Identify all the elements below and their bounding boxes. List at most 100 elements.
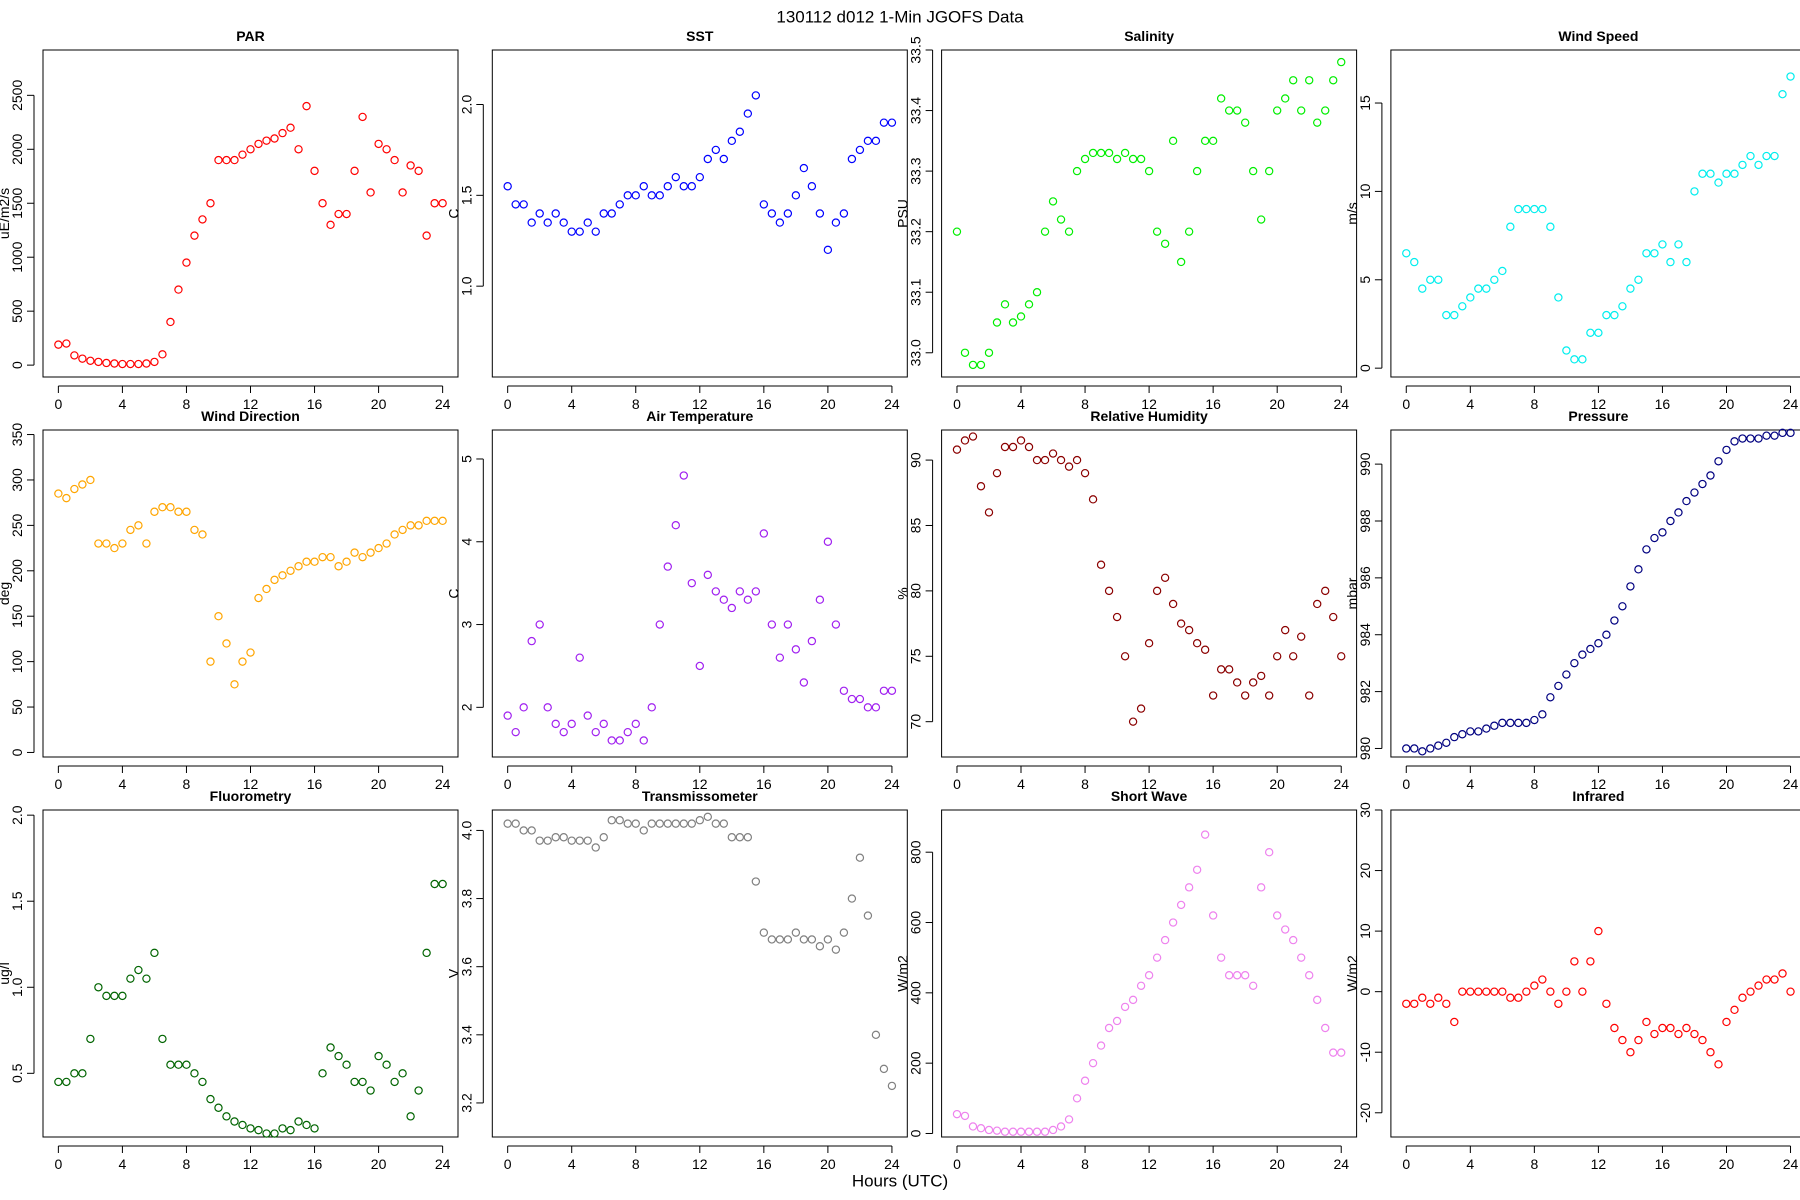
data-point [1738, 160, 1747, 170]
data-point [1698, 479, 1707, 489]
data-point [1690, 488, 1699, 497]
data-point [607, 816, 616, 825]
data-point [118, 539, 127, 548]
data-point [727, 833, 737, 842]
y-tick-label: 33.2 [908, 218, 924, 245]
data-point [1578, 987, 1587, 996]
y-tick-label: 982 [1357, 680, 1373, 704]
data-point [1650, 249, 1659, 258]
data-point [190, 231, 199, 240]
y-tick-label: 1.5 [9, 891, 25, 911]
x-tick-label: 12 [243, 396, 259, 412]
data-point [1104, 586, 1114, 596]
data-point [831, 620, 841, 629]
data-point [86, 475, 95, 485]
data-point [1280, 925, 1290, 934]
data-point [1538, 204, 1547, 214]
y-tick-label: 3.8 [458, 889, 474, 909]
data-point [767, 935, 777, 944]
x-tick-label: 20 [1269, 776, 1285, 792]
y-tick-label: 200 [9, 559, 25, 583]
data-point [1602, 630, 1611, 639]
data-point [54, 489, 63, 498]
data-point [527, 218, 536, 227]
data-point [1160, 935, 1170, 945]
data-point [575, 227, 584, 236]
data-point [246, 648, 255, 657]
data-point [1313, 599, 1322, 609]
data-point [1321, 586, 1330, 596]
data-point [879, 118, 889, 127]
data-point [1008, 1127, 1018, 1136]
data-point [976, 482, 986, 491]
data-point [1080, 468, 1090, 478]
data-point [591, 727, 600, 737]
data-point [767, 209, 777, 218]
data-point [1442, 738, 1451, 747]
data-point [1136, 981, 1146, 991]
data-point [126, 359, 135, 369]
data-point [110, 359, 119, 368]
data-point [839, 209, 849, 218]
data-point [62, 493, 71, 503]
data-point [1064, 227, 1074, 236]
y-tick-label: 20 [1357, 863, 1373, 879]
data-point [863, 911, 873, 920]
y-tick-label: 1500 [9, 187, 25, 218]
data-point [1313, 995, 1322, 1005]
x-tick-label: 8 [1530, 396, 1538, 412]
x-tick-label: 24 [884, 776, 900, 792]
data-point [735, 587, 745, 596]
data-point [863, 136, 873, 146]
panel-title: Infrared [1572, 788, 1624, 804]
data-point [62, 1077, 71, 1087]
x-tick-label: 24 [1333, 776, 1349, 792]
data-point [1786, 987, 1795, 996]
data-point [639, 182, 648, 191]
data-point [799, 935, 809, 944]
x-tick-label: 8 [1530, 776, 1538, 792]
data-point [1024, 442, 1034, 452]
x-tick-label: 4 [119, 1156, 127, 1172]
x-tick-label: 4 [119, 776, 127, 792]
x-tick-label: 8 [632, 1156, 640, 1172]
data-point [1666, 1023, 1675, 1033]
data-point [1208, 691, 1218, 700]
data-point [374, 139, 383, 149]
y-tick-label: 400 [908, 981, 924, 1005]
data-point [727, 136, 737, 146]
panel-title: Short Wave [1111, 788, 1188, 804]
data-point [1458, 730, 1467, 739]
data-point [1714, 457, 1723, 466]
data-point [1104, 148, 1114, 158]
data-point [1682, 1023, 1691, 1033]
y-tick-label: 33.5 [908, 36, 924, 63]
data-point [158, 503, 167, 512]
y-axis-label: deg [0, 582, 12, 605]
data-point [1458, 987, 1467, 996]
panel-title: Air Temperature [646, 408, 753, 424]
data-point [968, 1122, 978, 1131]
x-tick-label: 16 [1205, 776, 1221, 792]
data-point [984, 348, 994, 357]
data-point [302, 557, 311, 566]
x-tick-label: 20 [1269, 396, 1285, 412]
data-point [334, 1051, 343, 1061]
data-point [1288, 935, 1298, 945]
data-point [719, 819, 729, 828]
data-point [567, 719, 576, 729]
data-point [1546, 693, 1555, 702]
data-point [70, 1069, 79, 1078]
data-point [655, 819, 664, 828]
x-tick-label: 20 [371, 396, 387, 412]
data-point [270, 134, 279, 143]
data-point [1064, 1115, 1074, 1124]
data-point [1272, 106, 1282, 115]
data-point [222, 1112, 231, 1121]
data-point [1288, 76, 1298, 85]
data-point [318, 1069, 327, 1078]
data-point [1024, 1127, 1034, 1136]
data-point [1120, 1002, 1130, 1012]
x-tick-label: 16 [1655, 1156, 1671, 1172]
data-point [1762, 975, 1771, 984]
